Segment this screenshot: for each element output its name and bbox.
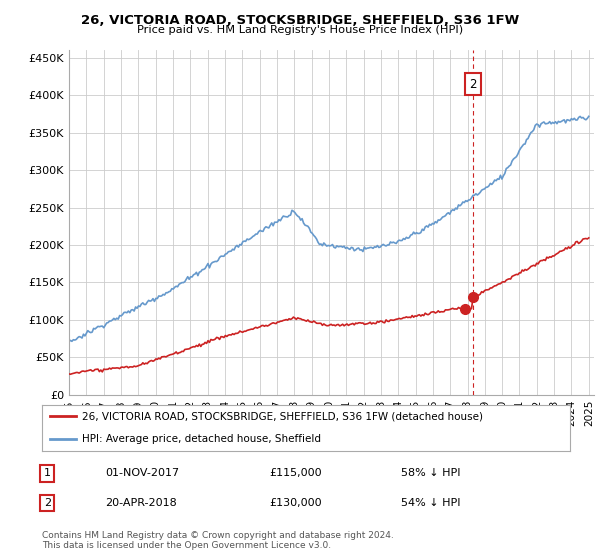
Text: Contains HM Land Registry data © Crown copyright and database right 2024.
This d: Contains HM Land Registry data © Crown c… xyxy=(42,531,394,550)
Text: £115,000: £115,000 xyxy=(269,468,322,478)
Text: 2: 2 xyxy=(469,78,476,91)
Text: 26, VICTORIA ROAD, STOCKSBRIDGE, SHEFFIELD, S36 1FW (detached house): 26, VICTORIA ROAD, STOCKSBRIDGE, SHEFFIE… xyxy=(82,412,482,421)
Text: 01-NOV-2017: 01-NOV-2017 xyxy=(106,468,179,478)
Text: 54% ↓ HPI: 54% ↓ HPI xyxy=(401,498,461,508)
Text: HPI: Average price, detached house, Sheffield: HPI: Average price, detached house, Shef… xyxy=(82,435,320,444)
Text: £130,000: £130,000 xyxy=(269,498,322,508)
Text: 2: 2 xyxy=(44,498,51,508)
Text: 58% ↓ HPI: 58% ↓ HPI xyxy=(401,468,461,478)
Text: 26, VICTORIA ROAD, STOCKSBRIDGE, SHEFFIELD, S36 1FW: 26, VICTORIA ROAD, STOCKSBRIDGE, SHEFFIE… xyxy=(81,14,519,27)
Text: 20-APR-2018: 20-APR-2018 xyxy=(106,498,177,508)
Text: Price paid vs. HM Land Registry's House Price Index (HPI): Price paid vs. HM Land Registry's House … xyxy=(137,25,463,35)
Text: 1: 1 xyxy=(44,468,51,478)
